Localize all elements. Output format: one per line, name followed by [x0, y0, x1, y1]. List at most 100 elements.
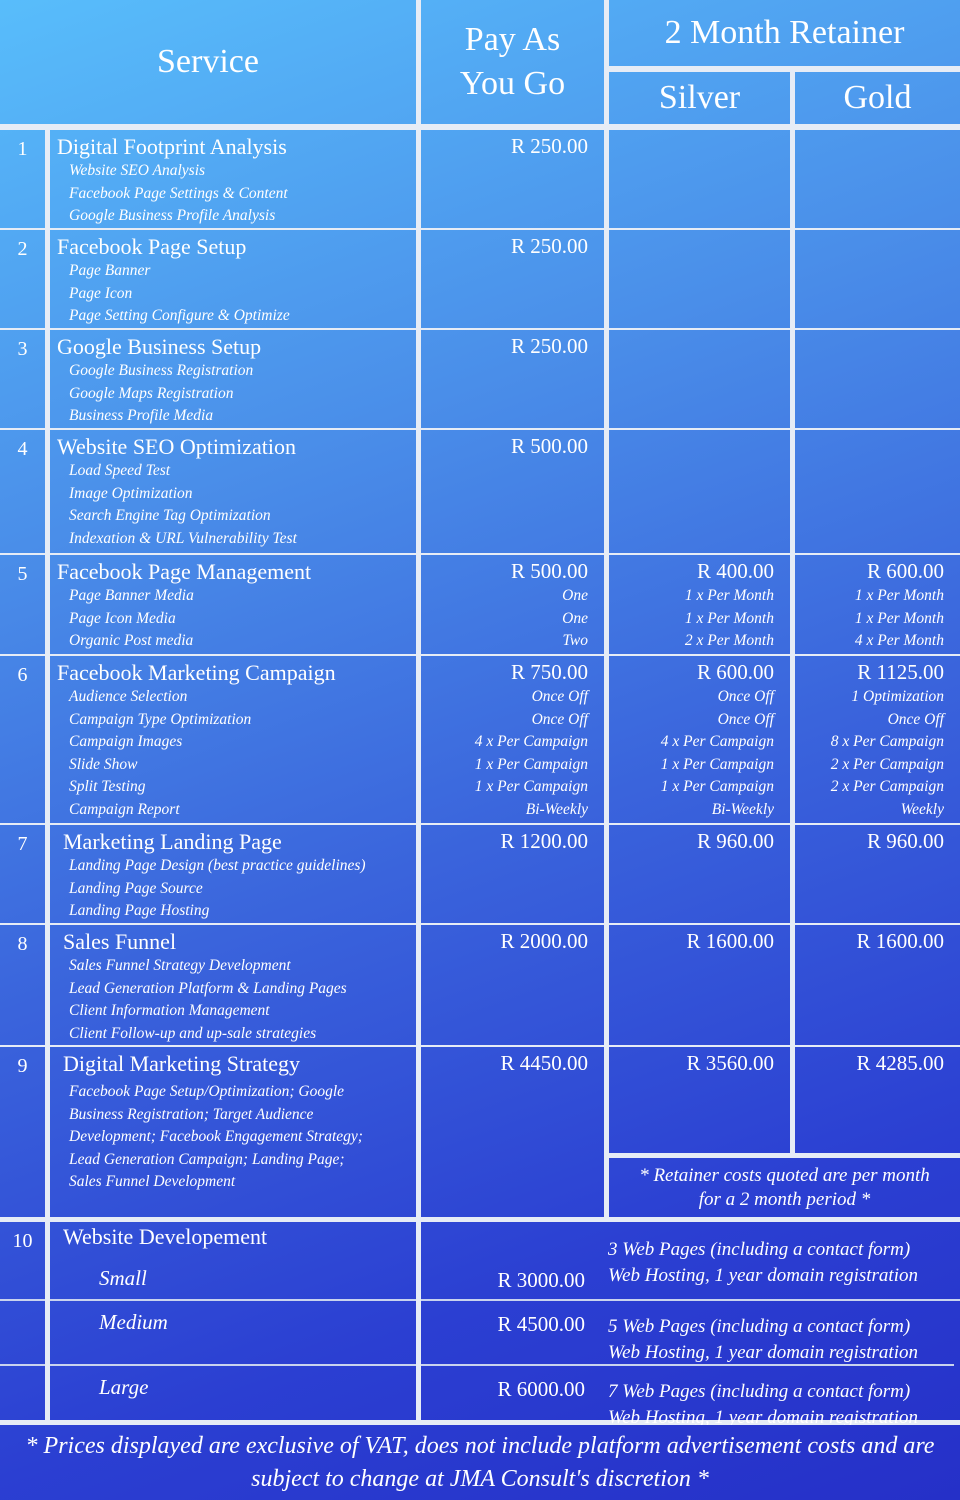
silver-cell: [609, 330, 790, 428]
service-item: Google Business Profile Analysis: [69, 207, 276, 224]
service-item: Website SEO Analysis: [69, 162, 206, 179]
service-item: Audience Selection: [69, 688, 188, 705]
header-retainer: 2 Month Retainer: [609, 0, 960, 66]
silver-note: 2 x Per Month: [684, 632, 774, 649]
silver-note: 4 x Per Campaign: [660, 733, 774, 750]
payg-note: 1 x Per Campaign: [474, 778, 588, 795]
payg-price: R 500.00: [510, 434, 588, 458]
retainer-note: * Retainer costs quoted are per month fo…: [609, 1158, 960, 1217]
service-items: Audience Selection Campaign Type Optimiza…: [69, 686, 251, 821]
silver-cell: [609, 130, 790, 228]
header-pay-as-you-go: Pay As You Go: [421, 0, 604, 124]
gold-cell: [795, 230, 960, 328]
service-cell: Digital Marketing Strategy Facebook Page …: [50, 1047, 416, 1217]
service-cell: Sales Funnel Sales Funnel Strategy Develo…: [50, 925, 416, 1045]
service-items: Page Banner Page Icon Page Setting Configu…: [69, 260, 290, 328]
package-description: 5 Web Pages (including a contact form) We…: [608, 1314, 918, 1366]
gold-price: R 1125.00: [857, 660, 944, 684]
package-name: Small: [99, 1266, 147, 1290]
gold-note: Once Off: [887, 710, 944, 728]
package-price: R 3000.00: [497, 1268, 585, 1292]
service-cell: Google Business Setup Google Business Reg…: [50, 330, 416, 428]
package-name: Medium: [99, 1310, 168, 1334]
service-cell: Facebook Page Setup Page Banner Page Icon P…: [50, 230, 416, 328]
payg-price: R 250.00: [510, 334, 588, 358]
service-title: Sales Funnel: [63, 929, 177, 954]
divider: [0, 1299, 45, 1301]
package-price: R 6000.00: [497, 1377, 585, 1401]
row-number: 9: [0, 1047, 45, 1217]
package-line: Web Hosting, 1 year domain registration: [608, 1265, 918, 1286]
service-item: Organic Post media: [69, 632, 194, 649]
divider: [50, 1299, 416, 1301]
payg-cell: R 1200.00: [421, 825, 604, 923]
service-cell: Facebook Page Management Page Banner Medi…: [50, 555, 416, 654]
gold-cell: R 1600.00: [795, 925, 960, 1045]
service-item: Campaign Report: [69, 800, 180, 818]
website-price-cell: [421, 1222, 960, 1420]
service-item: Campaign Type Optimization: [69, 710, 252, 728]
gold-price: R 1600.00: [856, 929, 944, 953]
gold-note: 8 x Per Campaign: [830, 733, 944, 750]
service-item: Indexation & URL Vulnerability Test: [69, 529, 297, 547]
silver-price: R 400.00: [696, 559, 774, 583]
header-silver: Silver: [609, 72, 790, 124]
gold-price: R 4285.00: [856, 1051, 944, 1075]
service-title: Facebook Marketing Campaign: [57, 660, 336, 685]
service-cell: Marketing Landing Page Landing Page Desig…: [50, 825, 416, 923]
payg-price: R 4450.00: [500, 1051, 588, 1075]
silver-note: 1 x Per Month: [684, 587, 774, 604]
service-item: Landing Page Hosting: [69, 902, 210, 919]
service-item: Page Setting Configure & Optimize: [69, 307, 290, 324]
gold-price: R 960.00: [866, 829, 944, 853]
silver-cell: R 960.00: [609, 825, 790, 923]
service-title: Website Developement: [63, 1224, 268, 1249]
payg-note: One: [562, 587, 588, 604]
service-item: Load Speed Test: [69, 462, 171, 479]
row-number: 7: [0, 825, 45, 923]
silver-price: R 1600.00: [686, 929, 774, 953]
silver-price: R 960.00: [696, 829, 774, 853]
payg-note: 4 x Per Campaign: [474, 733, 588, 750]
silver-price: R 600.00: [696, 660, 774, 684]
silver-cell: [609, 230, 790, 328]
package-line: Web Hosting, 1 year domain registration: [608, 1342, 918, 1363]
row-number: 10: [0, 1222, 45, 1420]
silver-note: Bi-Weekly: [711, 800, 774, 818]
package-line: 5 Web Pages (including a contact form): [608, 1316, 911, 1337]
gold-cell: R 4285.00: [795, 1047, 960, 1153]
silver-cell: R 400.00 1 x Per Month 1 x Per Month 2 x Pe…: [609, 555, 790, 654]
service-item: Page Banner Media: [69, 587, 194, 604]
service-items: Sales Funnel Strategy Development Lead Ge…: [69, 955, 347, 1045]
gold-note: Weekly: [900, 800, 944, 818]
service-title: Facebook Page Setup: [57, 234, 247, 259]
service-cell: Website SEO Optimization Load Speed Test I…: [50, 430, 416, 553]
header-service: Service: [0, 0, 416, 124]
service-cell: Facebook Marketing Campaign Audience Sele…: [50, 656, 416, 823]
divider: [50, 1364, 416, 1366]
gold-cell: R 960.00: [795, 825, 960, 923]
service-cell: Digital Footprint Analysis Website SEO An…: [50, 130, 416, 228]
service-items: Landing Page Design (best practice guide…: [69, 855, 366, 923]
payg-price: R 250.00: [510, 134, 588, 158]
service-items: Page Banner Media Page Icon Media Organic …: [69, 585, 194, 653]
silver-note: 1 x Per Month: [684, 609, 774, 627]
silver-notes: Once Off Once Off 4 x Per Campaign 1 x Per …: [661, 686, 774, 821]
service-item: Landing Page Source: [69, 879, 203, 897]
service-title: Facebook Page Management: [57, 559, 312, 584]
gold-cell: [795, 130, 960, 228]
payg-note: 1 x Per Campaign: [474, 755, 588, 773]
silver-notes: 1 x Per Month 1 x Per Month 2 x Per Month: [685, 585, 774, 653]
package-line: 7 Web Pages (including a contact form): [608, 1381, 911, 1402]
gold-cell: R 1125.00 1 Optimization Once Off 8 x Per C…: [795, 656, 960, 823]
service-item: Business Profile Media: [69, 407, 214, 424]
service-item: Page Icon: [69, 284, 133, 302]
gold-cell: R 600.00 1 x Per Month 1 x Per Month 4 x Pe…: [795, 555, 960, 654]
service-item: Split Testing: [69, 778, 146, 795]
row-number: 6: [0, 656, 45, 823]
payg-cell: R 750.00 Once Off Once Off 4 x Per Campaign…: [421, 656, 604, 823]
service-item: Page Icon Media: [69, 609, 176, 627]
service-item: Client Information Management: [69, 1002, 270, 1019]
package-description: 3 Web Pages (including a contact form) We…: [608, 1237, 918, 1289]
service-items: Google Business Registration Google Maps …: [69, 360, 253, 428]
